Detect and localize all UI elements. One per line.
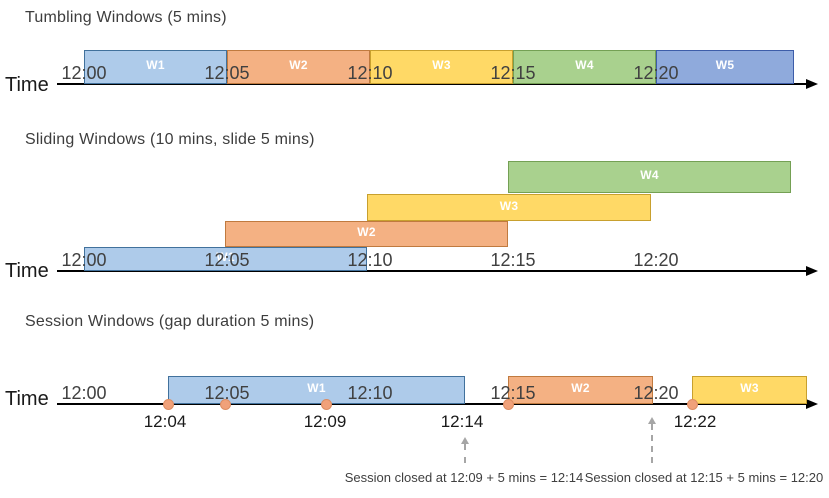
tumbling-window-label: W4 [575, 58, 594, 72]
event-time-label: 12:22 [673, 412, 717, 431]
tumbling-window-box-w1: W1 [84, 50, 227, 84]
session-window-label: W2 [571, 381, 590, 395]
event-dot [219, 398, 231, 410]
sliding-window-label: W3 [499, 198, 519, 213]
sliding-window-label: W4 [640, 168, 659, 182]
session-tick-label: 12:15 [490, 383, 536, 403]
session-close-annotation: Session closed at 12:09 + 5 mins = 12:14 [344, 470, 584, 485]
tumbling-section-title: Tumbling Windows (5 mins) [25, 9, 227, 26]
session-tick-label: 12:00 [61, 383, 107, 403]
session-window-label: W3 [740, 381, 759, 395]
tumbling-timeline-arrowhead [806, 79, 818, 89]
sliding-window-box-w3: W3 [367, 194, 651, 221]
tumbling-window-label: W2 [289, 58, 308, 72]
sliding-window-box-w1: W1 [84, 247, 367, 271]
tumbling-window-box-w3: W3 [370, 50, 513, 84]
sliding-timeline-arrowhead [806, 266, 818, 276]
tumbling-tick-label: 12:10 [347, 63, 393, 83]
event-time-label: 12:09 [303, 412, 347, 431]
event-time-label: 12:14 [440, 412, 484, 431]
sliding-tick-label: 12:05 [204, 250, 250, 270]
tumbling-window-box-w4: W4 [513, 50, 656, 84]
tumbling-timeline [57, 83, 808, 85]
session-window-box-w3: W3 [692, 376, 807, 404]
event-dot [502, 398, 514, 410]
tumbling-tick-label: 12:20 [633, 63, 679, 83]
session-close-arrow [648, 417, 656, 463]
session-time-axis-label: Time [5, 388, 49, 410]
session-tick-label: 12:20 [633, 383, 679, 403]
session-timeline [57, 403, 808, 405]
tumbling-window-box-w5: W5 [656, 50, 794, 84]
sliding-window-box-w4: W4 [508, 161, 791, 193]
session-window-box-w1: W1 [168, 376, 465, 404]
sliding-tick-label: 12:20 [633, 250, 679, 270]
tumbling-time-axis-label: Time [5, 74, 49, 96]
event-dot [686, 398, 698, 410]
arrow-dashed-shaft [464, 444, 466, 463]
session-close-arrow [461, 437, 469, 463]
session-section-title: Session Windows (gap duration 5 mins) [25, 313, 315, 330]
sliding-window-label: W2 [357, 225, 376, 239]
session-timeline-arrowhead [806, 399, 818, 409]
sliding-timeline [57, 270, 808, 272]
session-window-label: W1 [307, 381, 326, 395]
session-close-annotation: Session closed at 12:15 + 5 mins = 12:20 [584, 470, 824, 485]
tumbling-tick-label: 12:00 [61, 63, 107, 83]
tumbling-window-label: W3 [432, 58, 451, 72]
session-tick-label: 12:10 [347, 383, 393, 403]
sliding-window-box-w2: W2 [225, 221, 508, 247]
tumbling-window-label: W1 [146, 58, 165, 72]
sliding-time-axis-label: Time [5, 260, 49, 282]
tumbling-window-box-w2: W2 [227, 50, 370, 84]
sliding-tick-label: 12:15 [490, 250, 536, 270]
event-dot [162, 398, 174, 410]
arrow-dashed-shaft [651, 424, 653, 463]
sliding-window-label: W1 [216, 250, 235, 264]
session-tick-label: 12:05 [204, 383, 250, 403]
arrow-up-icon [648, 417, 656, 424]
sliding-tick-label: 12:10 [347, 250, 393, 270]
sliding-section-title: Sliding Windows (10 mins, slide 5 mins) [25, 131, 315, 148]
sliding-tick-label: 12:00 [61, 250, 107, 270]
event-time-label: 12:04 [143, 412, 187, 431]
tumbling-window-label: W5 [715, 58, 735, 72]
session-window-box-w2: W2 [508, 376, 653, 404]
event-dot [320, 398, 332, 410]
tumbling-tick-label: 12:05 [204, 63, 250, 83]
arrow-up-icon [461, 437, 469, 444]
tumbling-tick-label: 12:15 [490, 63, 536, 83]
